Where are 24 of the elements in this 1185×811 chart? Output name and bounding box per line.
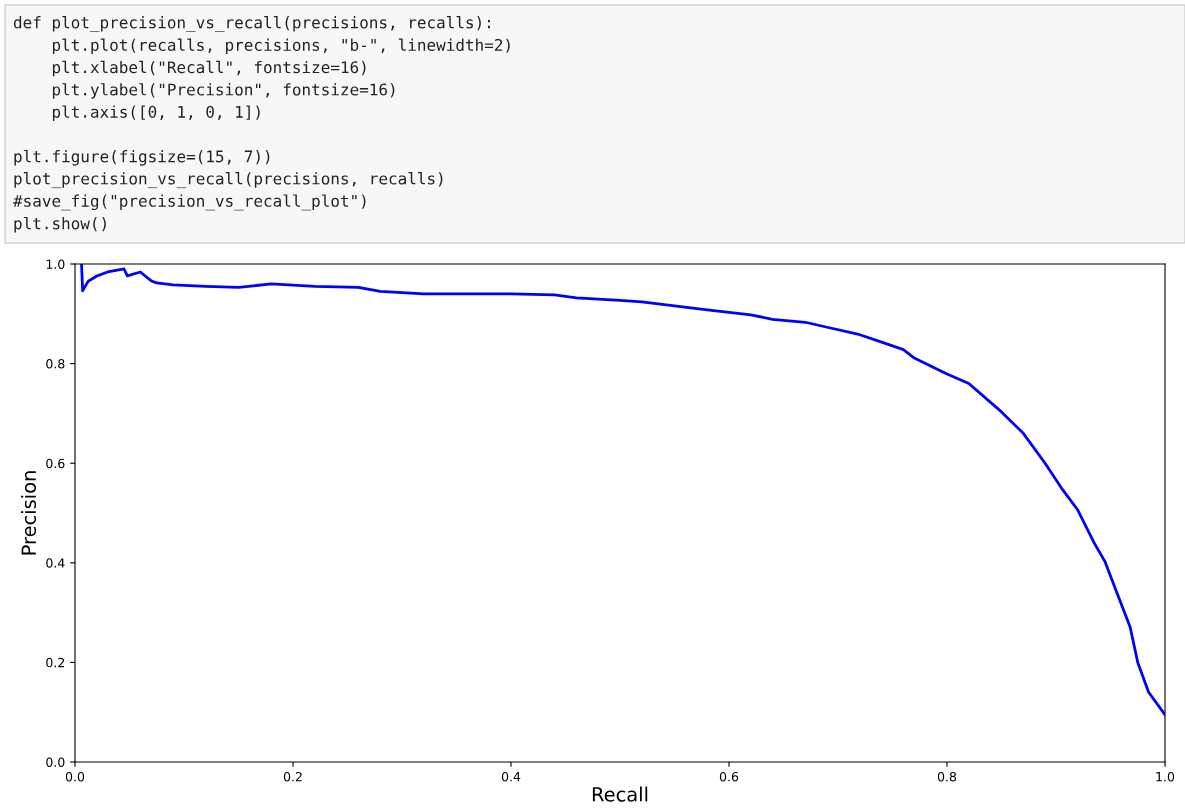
y-tick-label: 0.8 — [46, 359, 65, 369]
y-tick-label: 0.4 — [46, 558, 65, 568]
text: #save_fig("precision_vs_recall_plot") — [13, 194, 366, 211]
x-tick-label: 0.6 — [719, 771, 739, 782]
text: plt.figure(figsize=(15, 7)) — [14, 149, 270, 166]
x-tick-label: 0.0 — [65, 771, 85, 782]
text: plt.plot(recalls, precisions, "b-", linewidth=2) — [52, 38, 510, 55]
text: plt.ylabel("Precision", fontsize=16) — [52, 83, 395, 99]
x-tick-label: 0.2 — [283, 771, 302, 782]
text: plt.xlabel("Recall", fontsize=16) — [52, 60, 366, 77]
x-tick-label: 1.0 — [1156, 771, 1175, 782]
x-tick-label: 0.4 — [501, 771, 521, 782]
y-tick-label: 0.6 — [46, 458, 65, 469]
line-series — [80, 264, 1165, 717]
y-tick-label: 0.0 — [46, 757, 65, 767]
y-tick-label: 1.0 — [46, 259, 65, 269]
y-axis-title: Precision — [21, 471, 37, 555]
x-axis-title: Recall — [592, 786, 648, 802]
text: plot_precision_vs_recall(precisions, recalls) — [14, 172, 443, 189]
y-tick-label: 0.2 — [46, 657, 65, 668]
text: def plot_precision_vs_recall(precisions, recalls): — [13, 16, 490, 32]
text: plt.show() — [14, 216, 106, 233]
x-tick-label: 0.8 — [937, 771, 957, 782]
text: plt.axis([0, 1, 0, 1]) — [52, 105, 260, 121]
